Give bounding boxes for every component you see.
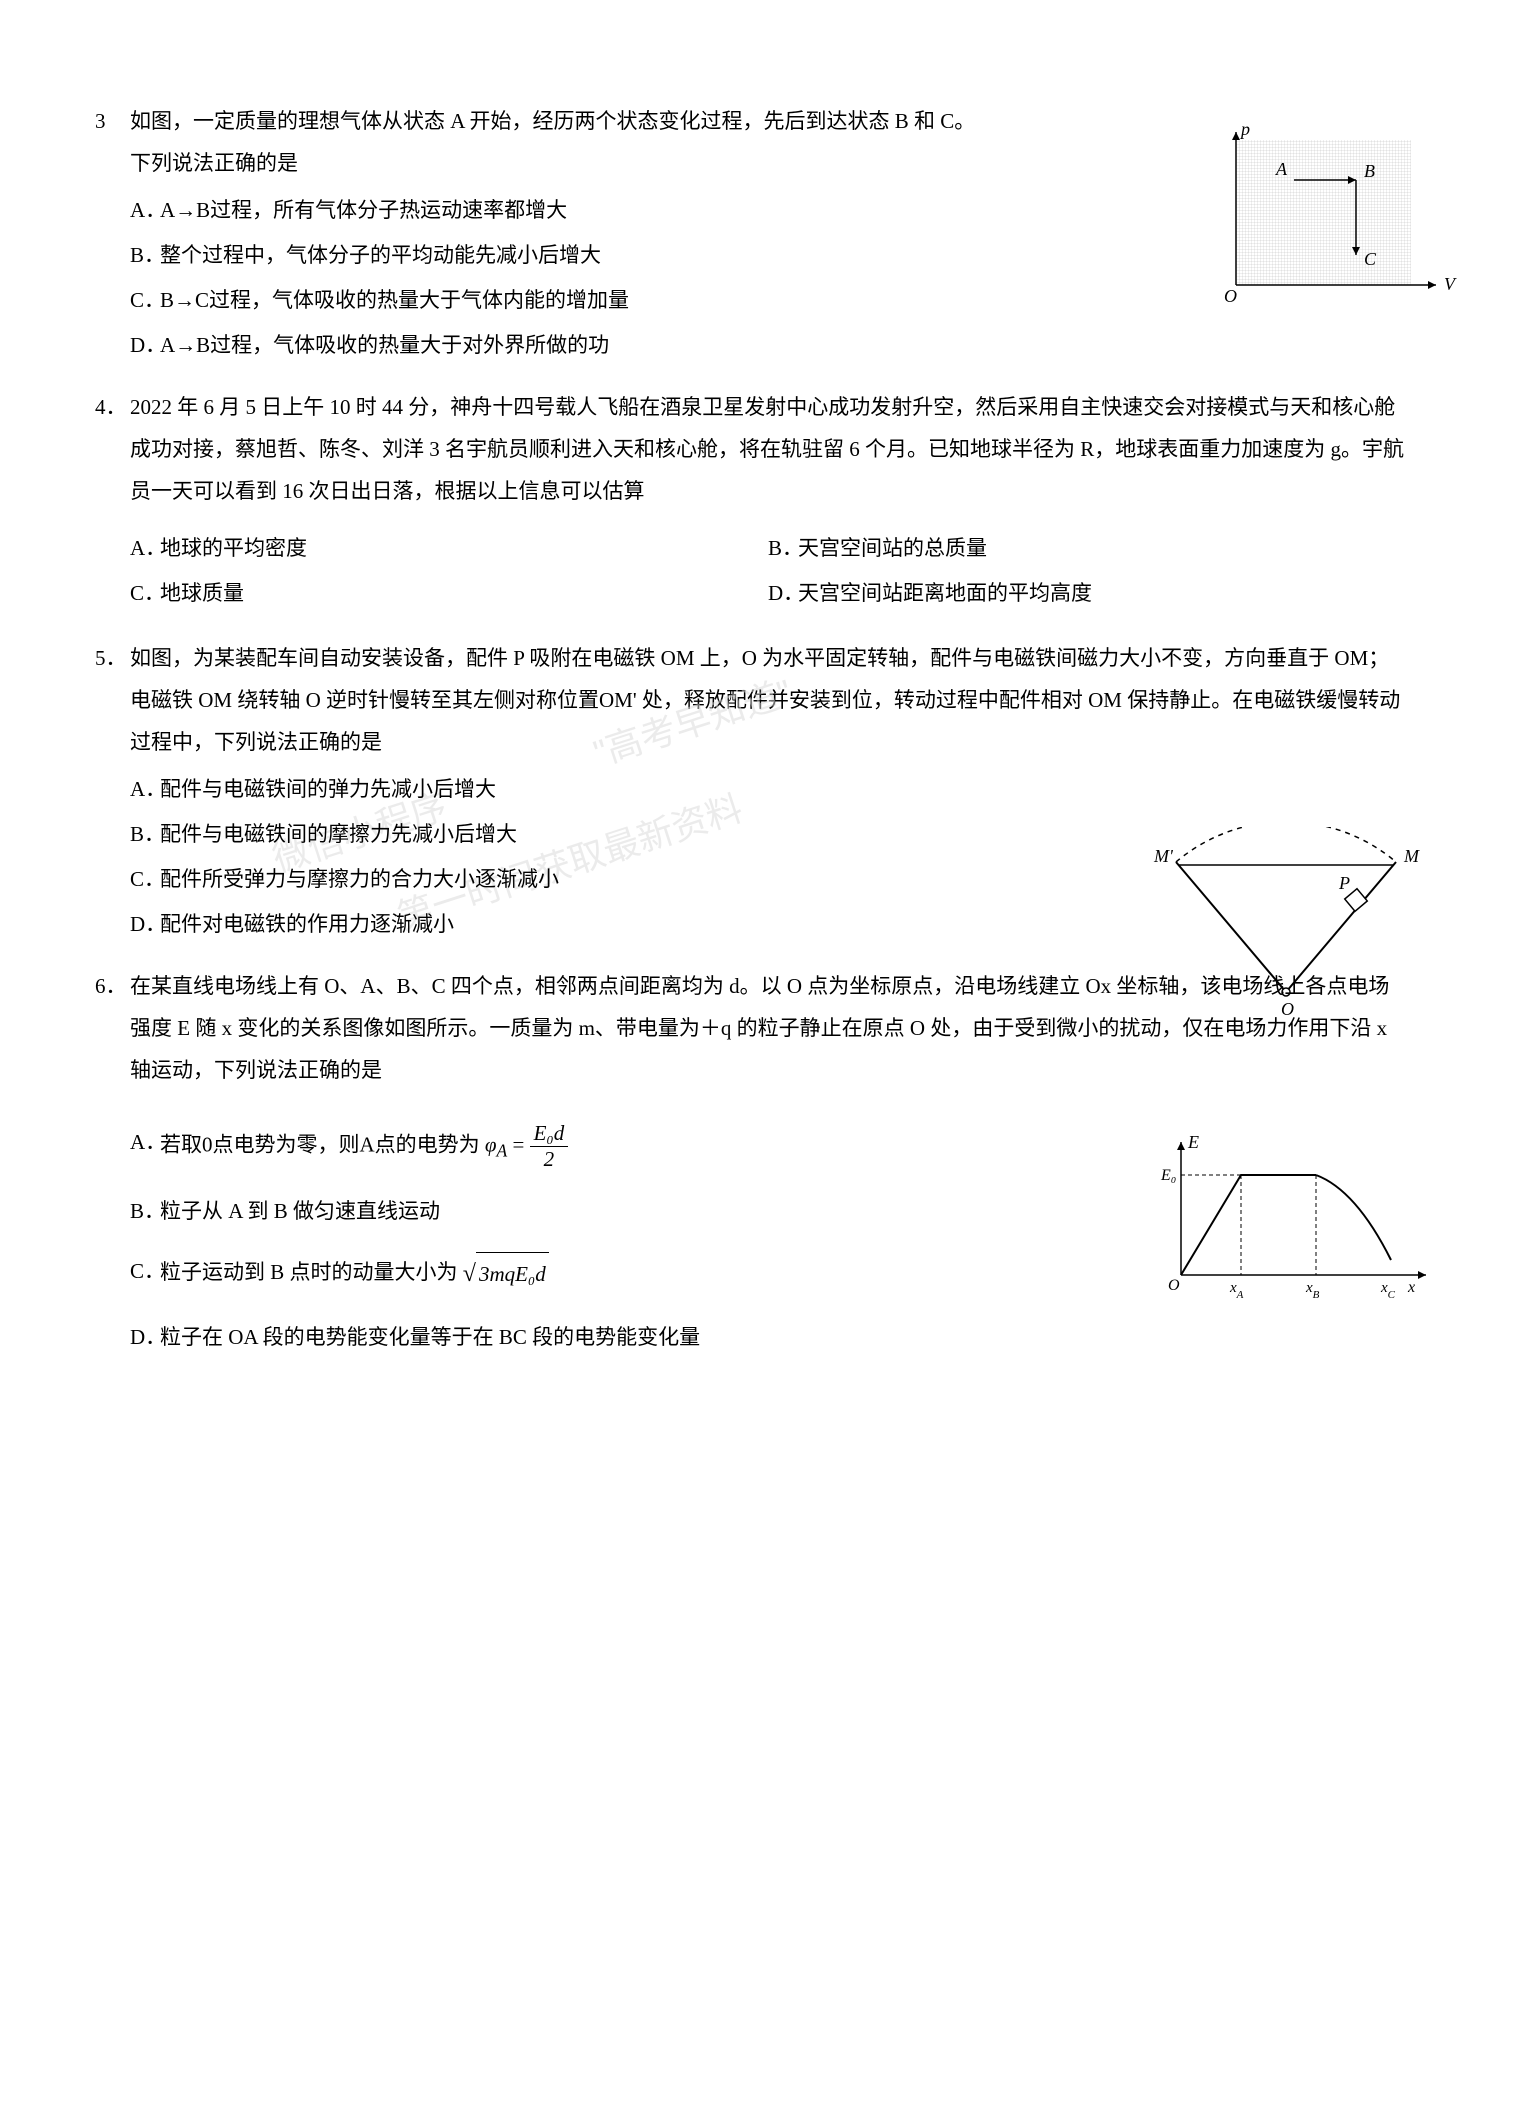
sqrt-body: 3mqE₀d: [476, 1252, 549, 1295]
option-text-pre: 若取0点电势为零，则A点的电势为: [160, 1133, 485, 1157]
option-d: D． A→B过程，气体吸收的热量大于对外界所做的功: [130, 324, 1406, 366]
pv-diagram-svg: A B C p V O: [1206, 120, 1466, 320]
stem-text: 如图，为某装配车间自动安装设备，配件 P 吸附在电磁铁 OM 上，O 为水平固定…: [130, 637, 1406, 763]
option-label: B．: [130, 1190, 165, 1232]
eq-sign: =: [513, 1133, 530, 1157]
option-label: A．: [130, 527, 166, 569]
option-label: B．: [768, 527, 803, 569]
question-3: 3 如图，一定质量的理想气体从状态 A 开始，经历两个状态变化过程，先后到达状态…: [130, 100, 1406, 366]
question-body: 2022 年 6 月 5 日上午 10 时 44 分，神舟十四号载人飞船在酒泉卫…: [130, 386, 1406, 617]
question-number: 4．: [95, 386, 127, 428]
p-label: P: [1338, 873, 1350, 893]
question-number: 5．: [95, 637, 127, 679]
frac-den: 2: [530, 1147, 569, 1172]
option-label: C．: [130, 279, 165, 321]
ex-graph-svg: E E₀ O xA xB xC x: [1146, 1130, 1446, 1310]
question-6: 6． 在某直线电场线上有 O、A、B、C 四个点，相邻两点间距离均为 d。以 O…: [130, 965, 1406, 1358]
option-d: D． 粒子在 OA 段的电势能变化量等于在 BC 段的电势能变化量: [130, 1316, 1406, 1358]
option-label: D．: [130, 324, 166, 366]
option-label: D．: [768, 572, 804, 614]
option-text: A→B过程，所有气体分子热运动速率都增大: [160, 198, 567, 222]
option-text: 粒子从 A 到 B 做匀速直线运动: [160, 1199, 440, 1223]
option-label: B．: [130, 813, 165, 855]
option-text: A→B过程，气体吸收的热量大于对外界所做的功: [160, 333, 609, 357]
option-label: A．: [130, 1121, 166, 1163]
axis-p-label: p: [1239, 120, 1250, 139]
question-number: 3: [95, 100, 106, 142]
option-text: 配件对电磁铁的作用力逐渐减小: [160, 912, 454, 936]
option-label: C．: [130, 858, 165, 900]
xa-label: xA: [1229, 1280, 1244, 1301]
option-label: C．: [130, 572, 165, 614]
point-b-label: B: [1364, 161, 1375, 181]
point-a-label: A: [1275, 159, 1288, 179]
option-text: 天宫空间站的总质量: [798, 536, 987, 560]
stem-text: 在某直线电场线上有 O、A、B、C 四个点，相邻两点间距离均为 d。以 O 点为…: [130, 965, 1406, 1091]
xb-label: xB: [1305, 1280, 1320, 1301]
pv-diagram: A B C p V O: [1206, 120, 1466, 320]
axis-e-label: E: [1187, 1132, 1199, 1152]
origin-label: O: [1224, 286, 1237, 306]
e0-label: E₀: [1160, 1167, 1176, 1184]
stem-text: 2022 年 6 月 5 日上午 10 时 44 分，神舟十四号载人飞船在酒泉卫…: [130, 386, 1406, 512]
sqrt-sign-icon: √: [463, 1261, 476, 1287]
option-b: B． 天宫空间站的总质量: [768, 527, 1406, 569]
option-text-pre: 粒子运动到 B 点时的动量大小为: [160, 1260, 463, 1284]
question-5: 5． 微信小程序 "高考早知道" 第一时间获取最新资料 如图，为某装配车间自动安…: [130, 637, 1406, 945]
option-text: 配件与电磁铁间的摩擦力先减小后增大: [160, 822, 517, 846]
point-c-label: C: [1364, 249, 1377, 269]
option-label: B．: [130, 234, 165, 276]
options-list: A． 地球的平均密度 B． 天宫空间站的总质量 C． 地球质量 D． 天宫空间站…: [130, 527, 1406, 617]
frac-num: E₀d: [530, 1121, 569, 1147]
option-text: 地球的平均密度: [160, 536, 307, 560]
option-a: A． 配件与电磁铁间的弹力先减小后增大: [130, 768, 1406, 810]
question-number: 6．: [95, 965, 127, 1007]
axis-x-label: x: [1407, 1279, 1415, 1296]
option-text: 天宫空间站距离地面的平均高度: [798, 581, 1092, 605]
option-text: 粒子在 OA 段的电势能变化量等于在 BC 段的电势能变化量: [160, 1325, 700, 1349]
sqrt-expression: √3mqE₀d: [463, 1250, 549, 1298]
option-label: C．: [130, 1250, 165, 1292]
m-label: M: [1403, 846, 1420, 866]
phi-sub: A: [497, 1141, 508, 1161]
xc-label: xC: [1380, 1280, 1396, 1301]
option-c: C． 地球质量: [130, 572, 768, 614]
option-text: 地球质量: [160, 581, 244, 605]
ex-graph-diagram: E E₀ O xA xB xC x: [1146, 1130, 1446, 1310]
option-text: 整个过程中，气体分子的平均动能先减小后增大: [160, 243, 601, 267]
origin-label: O: [1168, 1277, 1180, 1294]
option-d: D． 天宫空间站距离地面的平均高度: [768, 572, 1406, 614]
option-text: 配件所受弹力与摩擦力的合力大小逐渐减小: [160, 867, 559, 891]
option-label: A．: [130, 768, 166, 810]
question-4: 4． 2022 年 6 月 5 日上午 10 时 44 分，神舟十四号载人飞船在…: [130, 386, 1406, 617]
option-label: D．: [130, 1316, 166, 1358]
phi-var: φ: [485, 1133, 497, 1157]
axis-v-label: V: [1444, 274, 1457, 294]
m-prime-label: M': [1153, 846, 1174, 866]
option-label: A．: [130, 189, 166, 231]
option-text: B→C过程，气体吸收的热量大于气体内能的增加量: [160, 288, 629, 312]
fraction: E₀d 2: [530, 1121, 569, 1172]
option-text: 配件与电磁铁间的弹力先减小后增大: [160, 777, 496, 801]
option-a: A． 地球的平均密度: [130, 527, 768, 569]
option-label: D．: [130, 903, 166, 945]
